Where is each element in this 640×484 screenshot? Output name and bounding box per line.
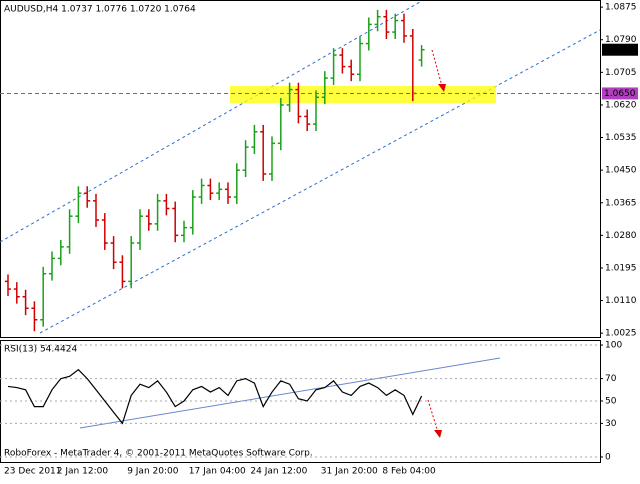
channel-lower: [39, 29, 601, 334]
y-tick-label: 1.0365: [605, 198, 637, 208]
y-tick-label: 30: [605, 419, 617, 429]
y-tick-label: 50: [605, 397, 617, 407]
rsi-trendline: [79, 357, 501, 429]
y-tick-label: 1.0195: [605, 263, 637, 273]
rsi-forecast-arrow: [427, 399, 439, 433]
y-tick-label: 1.0450: [605, 166, 637, 176]
y-tick-label: 100: [605, 341, 622, 351]
level-label: 1.0650: [604, 89, 636, 99]
y-tick-label: 70: [605, 374, 617, 384]
y-tick-label: 1.0535: [605, 133, 637, 143]
rsi-title: RSI(13) 54.4424: [4, 345, 77, 355]
arrow-head: [438, 84, 446, 92]
channel-upper: [0, 1, 421, 243]
y-tick-label: 1.0620: [605, 100, 637, 110]
price-panel: [0, 0, 601, 338]
x-tick-label: 8 Feb 04:00: [382, 467, 436, 477]
price-label-bg: [602, 43, 638, 56]
y-tick-label: 1.0790: [605, 35, 637, 45]
y-tick-label: 0: [605, 452, 611, 462]
x-tick-label: 23 Dec 2011: [4, 467, 62, 477]
y-tick-label: 1.0280: [605, 231, 637, 241]
x-tick-label: 24 Jan 12:00: [250, 467, 307, 477]
y-tick-label: 1.0875: [605, 3, 637, 13]
rsi-line: [7, 368, 423, 425]
watermark: RoboForex - MetaTrader 4, © 2001-2011 Me…: [4, 449, 313, 459]
x-tick-label: 31 Jan 20:00: [321, 467, 378, 477]
y-tick-label: 1.0110: [605, 296, 637, 306]
chart-title: AUDUSD,H4 1.0737 1.0776 1.0720 1.0764: [4, 5, 196, 15]
x-tick-label: 17 Jan 04:00: [189, 467, 246, 477]
y-tick-label: 1.0705: [605, 68, 637, 78]
arrow-head: [434, 430, 442, 438]
x-tick-label: 9 Jan 20:00: [127, 467, 179, 477]
y-tick-label: 1.0025: [605, 329, 637, 339]
price-label: 1.0764: [604, 45, 636, 55]
level-label-bg: [602, 87, 638, 100]
x-tick-label: 2 Jan 12:00: [57, 467, 109, 477]
support-zone: [230, 86, 496, 103]
